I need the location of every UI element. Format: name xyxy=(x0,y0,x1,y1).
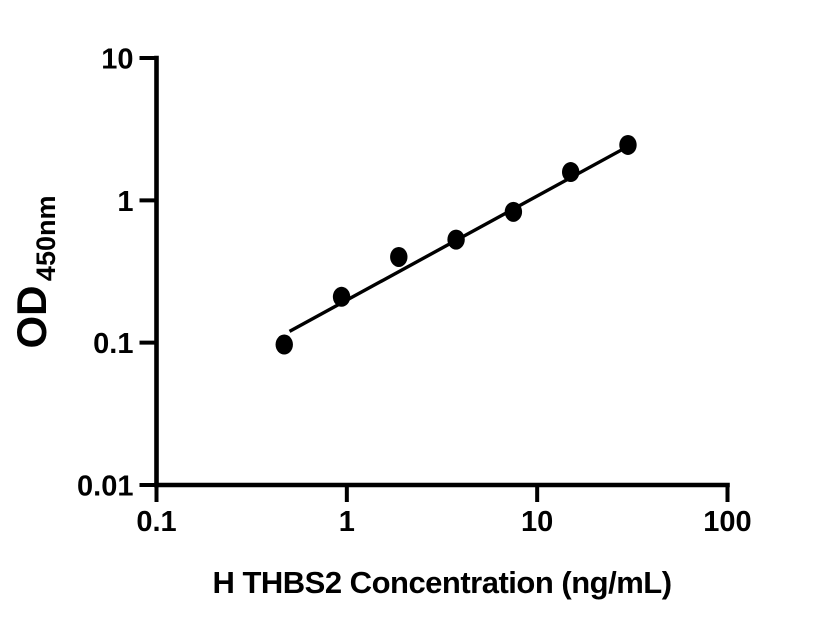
y-axis-title-subscript: 450nm xyxy=(31,195,61,281)
x-tick-label: 0.1 xyxy=(136,506,176,538)
data-point xyxy=(447,229,465,250)
data-point xyxy=(275,334,293,355)
x-axis-title: H THBS2 Concentration (ng/mL) xyxy=(212,565,671,600)
data-point xyxy=(561,162,580,183)
y-tick-label: 1 xyxy=(117,186,133,218)
y-tick-label: 0.01 xyxy=(77,471,133,503)
y-tick-label: 10 xyxy=(101,44,133,76)
data-point xyxy=(332,286,351,307)
y-axis-title-main: OD xyxy=(8,286,55,349)
x-tick-label: 1 xyxy=(339,506,355,538)
data-point xyxy=(619,134,637,155)
x-tick-label: 10 xyxy=(521,506,553,538)
data-point xyxy=(390,246,408,267)
y-axis-title: OD 450nm xyxy=(8,195,61,348)
data-point xyxy=(504,201,523,222)
data-group xyxy=(275,134,637,355)
y-tick-label: 0.1 xyxy=(93,328,133,360)
x-tick-label: 100 xyxy=(703,506,751,538)
